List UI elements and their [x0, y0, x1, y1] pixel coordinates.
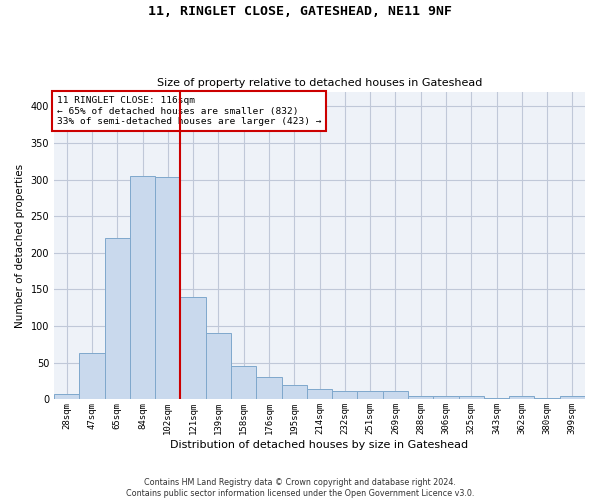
Text: 11, RINGLET CLOSE, GATESHEAD, NE11 9NF: 11, RINGLET CLOSE, GATESHEAD, NE11 9NF [148, 5, 452, 18]
Text: 11 RINGLET CLOSE: 116sqm
← 65% of detached houses are smaller (832)
33% of semi-: 11 RINGLET CLOSE: 116sqm ← 65% of detach… [56, 96, 321, 126]
Bar [509, 396, 535, 400]
Bar [383, 392, 408, 400]
Bar [332, 392, 358, 400]
Bar [358, 392, 383, 400]
Bar [104, 238, 130, 400]
Bar [54, 394, 79, 400]
Bar [484, 398, 509, 400]
Bar [433, 396, 458, 400]
Bar [79, 352, 104, 400]
X-axis label: Distribution of detached houses by size in Gateshead: Distribution of detached houses by size … [170, 440, 469, 450]
Bar [281, 385, 307, 400]
Bar [408, 396, 433, 400]
Bar [560, 396, 585, 400]
Bar [535, 398, 560, 400]
Bar [307, 389, 332, 400]
Y-axis label: Number of detached properties: Number of detached properties [15, 164, 25, 328]
Bar [206, 334, 231, 400]
Bar [155, 178, 181, 400]
Bar [256, 378, 281, 400]
Bar [181, 297, 206, 400]
Bar [231, 366, 256, 400]
Bar [458, 396, 484, 400]
Bar [130, 176, 155, 400]
Text: Contains HM Land Registry data © Crown copyright and database right 2024.
Contai: Contains HM Land Registry data © Crown c… [126, 478, 474, 498]
Title: Size of property relative to detached houses in Gateshead: Size of property relative to detached ho… [157, 78, 482, 88]
